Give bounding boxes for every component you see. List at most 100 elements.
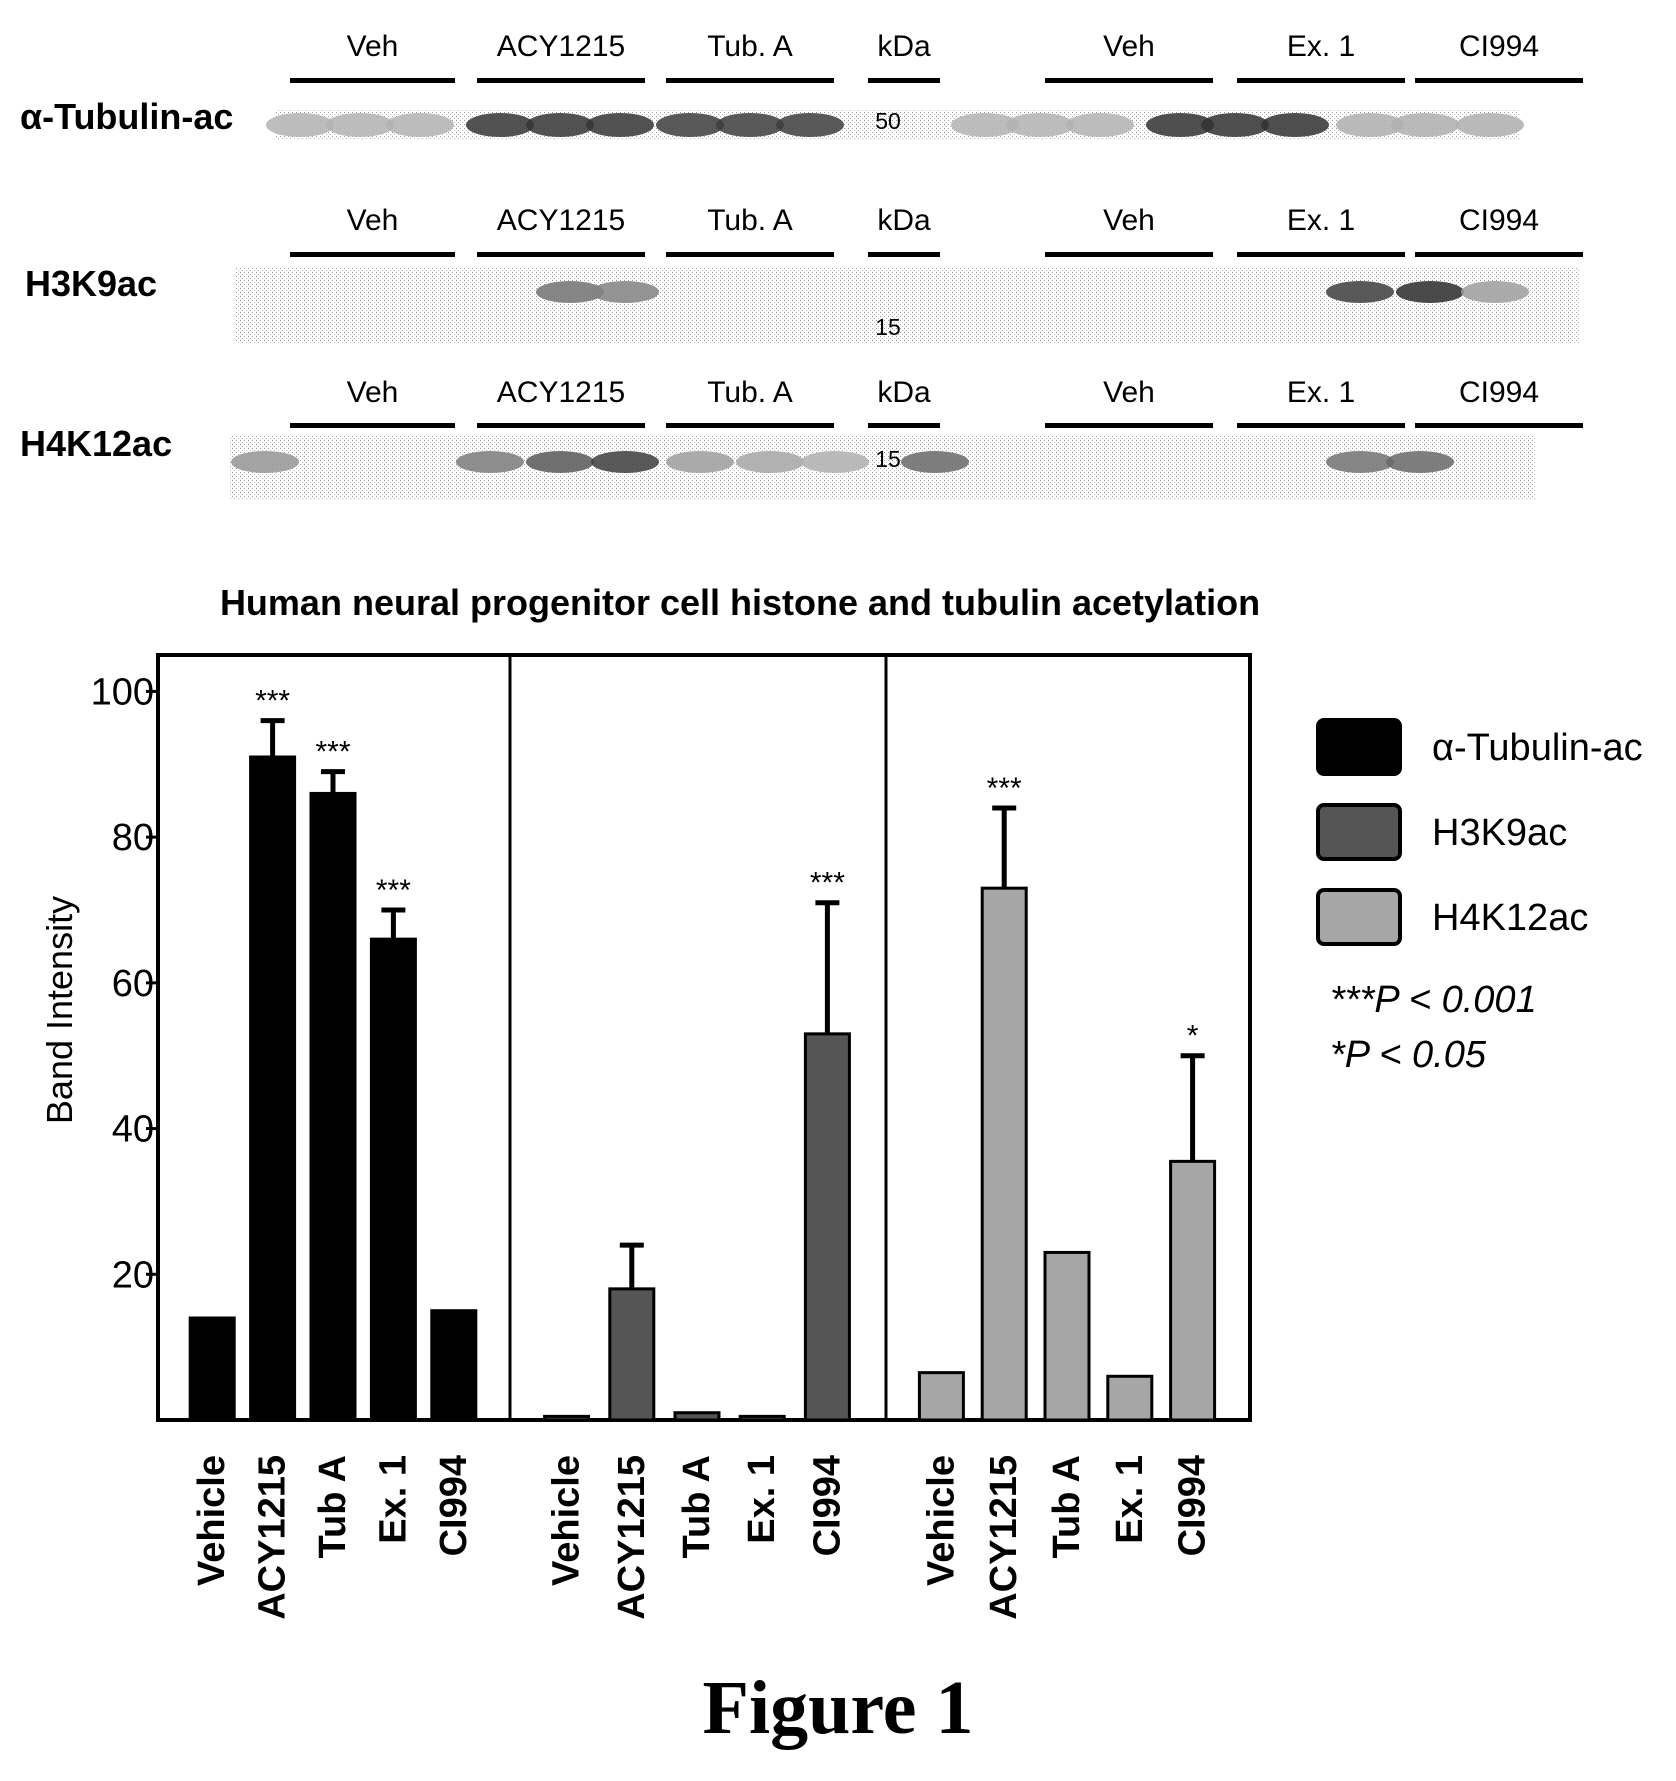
x-tick-label: Ex. 1 (372, 1455, 414, 1544)
x-tick-label: Ex. 1 (1109, 1455, 1151, 1544)
x-tick-label: CI994 (433, 1455, 475, 1556)
h4k12ac-band (666, 451, 734, 473)
bar-h3k9ac-ex-1 (738, 1414, 786, 1422)
tubulin-ac-band (1336, 113, 1404, 137)
bar-tubulin-ac-ex-1 (369, 937, 417, 1422)
h4k12ac-band (591, 451, 659, 473)
lane-marker-line (1045, 252, 1213, 257)
h3k9ac-band (591, 281, 659, 303)
h4k12ac-band (1386, 451, 1454, 473)
lane-marker-line (1415, 78, 1583, 83)
tubulin-ac-band (386, 113, 454, 137)
x-tick-label: CI994 (1172, 1455, 1214, 1556)
lane-label-acy1215: ACY1215 (497, 204, 625, 237)
y-tick-label: 100 (91, 671, 154, 713)
h3k9ac-row-label: H3K9ac (25, 263, 157, 304)
lane-label-ex-1: Ex. 1 (1287, 376, 1355, 409)
y-tick-label: 60 (112, 963, 154, 1005)
molecular-weight-marker: 50 (875, 108, 901, 134)
lane-label-ci994: CI994 (1459, 376, 1539, 409)
bar-h4k12ac-ex-1 (1106, 1374, 1154, 1422)
h3k9ac-blot-background (235, 268, 1580, 344)
h4k12ac-band (231, 451, 299, 473)
tubulin-ac-band (1146, 113, 1214, 137)
bar-h4k12ac-acy1215 (980, 886, 1028, 1422)
significance-marker: *** (376, 874, 411, 907)
y-tick-label: 20 (112, 1254, 154, 1296)
lane-marker-line (1237, 423, 1405, 428)
lane-marker-line (290, 423, 455, 428)
lane-label-kda: kDa (877, 30, 931, 63)
tubulin-ac-band (716, 113, 784, 137)
lane-label-ex-1: Ex. 1 (1287, 30, 1355, 63)
x-tick-label: ACY1215 (611, 1455, 653, 1620)
tubulin-ac-band (1261, 113, 1329, 137)
lane-label-veh: Veh (1103, 376, 1155, 409)
x-tick-label: Tub A (1046, 1455, 1088, 1558)
h3k9ac-band (1326, 281, 1394, 303)
molecular-weight-marker: 15 (875, 446, 901, 472)
tubulin-ac-band (1456, 113, 1524, 137)
significance-marker: *** (987, 772, 1022, 805)
tubulin-ac-band (656, 113, 724, 137)
lane-marker-line (1415, 423, 1583, 428)
figure-caption: Figure 1 (702, 1666, 974, 1750)
y-tick-label: 80 (112, 817, 154, 859)
legend-label-tubulin-ac: α-Tubulin-ac (1432, 727, 1643, 769)
lane-marker-line (477, 423, 645, 428)
tubulin-ac-band (1006, 113, 1074, 137)
h4k12ac-row-label: H4K12ac (20, 423, 172, 464)
x-tick-label: ACY1215 (983, 1455, 1025, 1620)
bar-h3k9ac-tub-a (673, 1411, 721, 1422)
lane-label-veh: Veh (1103, 204, 1155, 237)
h4k12ac-band (736, 451, 804, 473)
h3k9ac-band (1461, 281, 1529, 303)
lane-label-tub-a: Tub. A (707, 376, 793, 409)
legend-label-h3k9ac: H3K9ac (1432, 812, 1567, 854)
lane-marker-line (477, 252, 645, 257)
x-tick-label: Vehicle (920, 1455, 962, 1586)
x-tick-label: Tub A (312, 1455, 354, 1558)
tubulin-ac-band (951, 113, 1019, 137)
bar-h3k9ac-ci994 (803, 1032, 851, 1422)
lane-label-ex-1: Ex. 1 (1287, 204, 1355, 237)
lane-marker-line (666, 423, 834, 428)
x-tick-label: Vehicle (546, 1455, 588, 1586)
significance-marker: *** (315, 736, 350, 769)
bar-tubulin-ac-acy1215 (249, 755, 297, 1422)
bar-tubulin-ac-tub-a (309, 791, 357, 1422)
tubulin-ac-band (326, 113, 394, 137)
h4k12ac-blot-background (230, 435, 1535, 500)
h4k12ac-band (1326, 451, 1394, 473)
x-tick-label: Tub A (676, 1455, 718, 1558)
bar-h4k12ac-vehicle (917, 1371, 965, 1422)
x-tick-label: CI994 (806, 1455, 848, 1556)
tubulin-ac-band (1201, 113, 1269, 137)
lane-marker-line (1045, 78, 1213, 83)
lane-label-acy1215: ACY1215 (497, 376, 625, 409)
lane-label-ci994: CI994 (1459, 30, 1539, 63)
legend-label-h4k12ac: H4K12ac (1432, 897, 1588, 939)
lane-label-veh: Veh (347, 30, 399, 63)
lane-marker-line (868, 252, 940, 257)
lane-marker-line (666, 78, 834, 83)
lane-marker-line (666, 252, 834, 257)
h4k12ac-band (801, 451, 869, 473)
legend-swatch-tubulin-ac (1316, 718, 1402, 776)
lane-label-kda: kDa (877, 204, 931, 237)
x-tick-label: Ex. 1 (741, 1455, 783, 1544)
bar-h4k12ac-tub-a (1043, 1250, 1091, 1422)
lane-label-kda: kDa (877, 376, 931, 409)
h4k12ac-band (456, 451, 524, 473)
molecular-weight-marker: 15 (875, 314, 901, 340)
h3k9ac-band (1396, 281, 1464, 303)
tubulin-ac-band (586, 113, 654, 137)
lane-marker-line (868, 423, 940, 428)
significance-marker: *** (255, 685, 290, 718)
lane-marker-line (868, 78, 940, 83)
p-value-note: ***P < 0.001 (1330, 979, 1537, 1021)
legend-swatch-h4k12ac (1316, 888, 1402, 946)
lane-marker-line (290, 252, 455, 257)
bar-tubulin-ac-vehicle (188, 1316, 236, 1422)
h3k9ac-band (536, 281, 604, 303)
